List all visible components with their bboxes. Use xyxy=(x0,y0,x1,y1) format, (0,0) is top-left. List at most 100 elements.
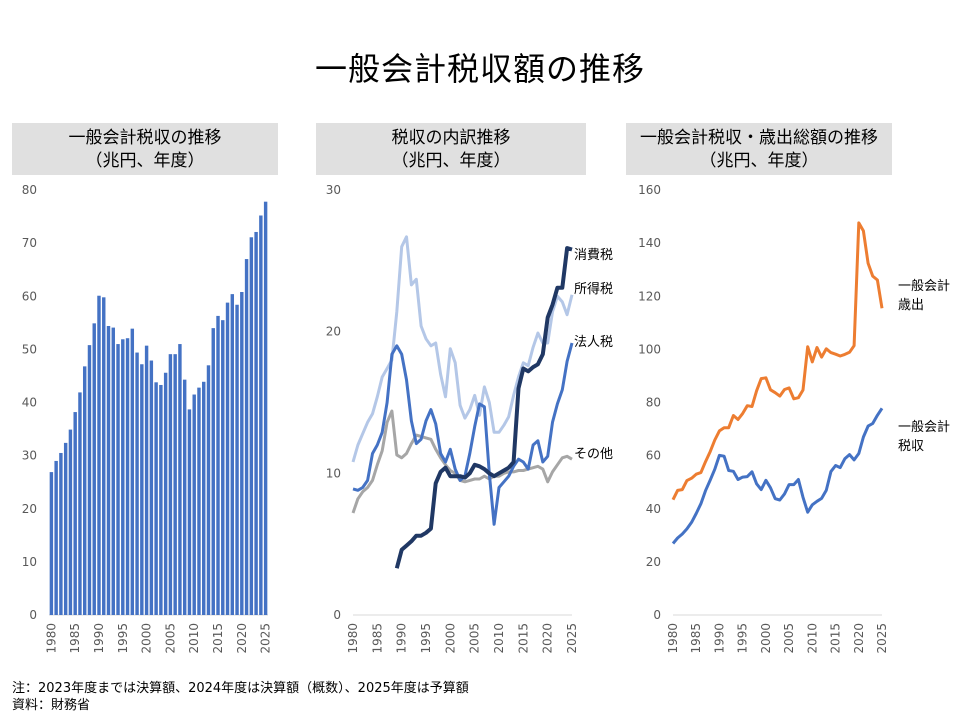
bar-1989 xyxy=(92,323,96,615)
panel-2-title-line1: 税収の内訳推移 xyxy=(391,128,511,148)
footnote-note: 注：2023年度までは決算額、2024年度は決算額（概数）、2025年度は予算額 xyxy=(12,681,469,696)
bar-2003 xyxy=(159,384,163,615)
bar-2024 xyxy=(259,215,263,615)
y-tick-label: 160 xyxy=(638,183,661,197)
x-tick-label: 2025 xyxy=(875,623,889,654)
series-line-revenue xyxy=(671,407,884,545)
y-tick-label: 20 xyxy=(22,502,37,516)
series-label-4: その他 xyxy=(574,447,613,462)
bar-2025 xyxy=(263,201,268,615)
bar-1992 xyxy=(106,326,111,615)
x-tick-label: 1990 xyxy=(395,623,409,654)
y-tick-label: 0 xyxy=(29,608,37,622)
x-tick-label: 2015 xyxy=(211,623,225,654)
y-tick-label: 30 xyxy=(22,449,37,463)
bar-2002 xyxy=(154,382,158,615)
y-tick-label: 60 xyxy=(646,449,661,463)
y-tick-label: 10 xyxy=(326,466,341,480)
bar-1982 xyxy=(59,452,63,615)
bar-2020 xyxy=(240,292,244,615)
bar-1991 xyxy=(102,297,106,615)
bar-1993 xyxy=(111,327,115,615)
bar-1995 xyxy=(121,339,125,615)
bar-2000 xyxy=(144,345,149,615)
bar-1987 xyxy=(82,366,87,615)
revenue-label-line2: 税収 xyxy=(898,439,924,454)
x-tick-label: 2005 xyxy=(782,623,796,654)
bar-2022 xyxy=(249,237,254,615)
bar-1985 xyxy=(73,412,77,615)
panel-2-title-line2: （兆円、年度） xyxy=(391,151,511,171)
bar-1996 xyxy=(125,338,130,615)
panel-2-title: 税収の内訳推移 （兆円、年度） xyxy=(316,123,586,175)
bar-2019 xyxy=(235,304,239,615)
bar-2008 xyxy=(182,379,187,615)
bar-1983 xyxy=(63,442,68,615)
panel-3-title: 一般会計税収・歳出総額の推移 （兆円、年度） xyxy=(626,123,892,175)
x-tick-label: 2000 xyxy=(443,623,457,654)
x-tick-label: 2010 xyxy=(492,623,506,654)
y-tick-label: 80 xyxy=(646,396,661,410)
x-tick-label: 2020 xyxy=(235,623,249,654)
x-tick-label: 1985 xyxy=(689,623,703,654)
bar-2015 xyxy=(216,315,220,615)
x-tick-label: 2010 xyxy=(187,623,201,654)
x-tick-label: 2025 xyxy=(259,623,273,654)
bar-1980 xyxy=(49,472,54,615)
y-tick-label: 60 xyxy=(22,289,37,303)
panel-1-title: 一般会計税収の推移 （兆円、年度） xyxy=(12,123,278,175)
bar-2011 xyxy=(197,387,201,615)
bar-2005 xyxy=(168,354,173,615)
x-tick-label: 1995 xyxy=(736,623,750,654)
series-label-3: 法人税 xyxy=(574,335,613,350)
expenditure-label-line1: 一般会計 xyxy=(898,278,950,294)
bar-2007 xyxy=(178,344,182,615)
bar-1988 xyxy=(87,345,92,615)
expenditure-label-line2: 歳出 xyxy=(898,298,924,313)
y-tick-label: 0 xyxy=(653,608,661,622)
x-tick-label: 1980 xyxy=(44,623,58,654)
bar-2023 xyxy=(254,231,258,615)
series-line-4 xyxy=(351,409,573,514)
x-tick-label: 2010 xyxy=(805,623,819,654)
bar-2001 xyxy=(149,360,154,615)
bar-1986 xyxy=(78,392,82,615)
bar-1984 xyxy=(68,429,73,615)
y-tick-label: 40 xyxy=(22,396,37,410)
series-label-2: 所得税 xyxy=(574,281,613,297)
y-tick-label: 30 xyxy=(326,183,341,197)
x-tick-label: 2005 xyxy=(468,623,482,654)
bar-1981 xyxy=(54,460,58,615)
footnote-source: 資料：財務省 xyxy=(12,698,91,713)
x-tick-label: 1990 xyxy=(712,623,726,654)
panel-1-title-line2: （兆円、年度） xyxy=(85,151,205,171)
x-tick-label: 2000 xyxy=(759,623,773,654)
x-tick-label: 1985 xyxy=(370,623,384,654)
x-tick-label: 2015 xyxy=(829,623,843,654)
page-title: 一般会計税収額の推移 xyxy=(314,50,645,88)
bar-2021 xyxy=(244,259,249,615)
y-tick-label: 100 xyxy=(638,342,661,356)
bar-2017 xyxy=(225,302,230,615)
series-line-1 xyxy=(394,246,573,569)
y-tick-label: 70 xyxy=(22,236,37,250)
revenue-label-line1: 一般会計 xyxy=(898,419,950,435)
panel-1-title-line1: 一般会計税収の推移 xyxy=(68,128,222,148)
bar-2014 xyxy=(211,328,215,615)
y-tick-label: 10 xyxy=(22,555,37,569)
x-tick-label: 1980 xyxy=(666,623,680,654)
x-tick-label: 1995 xyxy=(116,623,130,654)
x-tick-label: 2020 xyxy=(541,623,555,654)
bar-2012 xyxy=(202,381,206,615)
y-tick-label: 80 xyxy=(22,183,37,197)
bar-1994 xyxy=(116,344,120,615)
x-tick-label: 1980 xyxy=(346,623,360,654)
x-tick-label: 1985 xyxy=(68,623,82,654)
y-tick-label: 40 xyxy=(646,502,661,516)
y-tick-label: 120 xyxy=(638,289,661,303)
bar-2013 xyxy=(206,365,211,615)
bar-1997 xyxy=(130,328,135,615)
panel-3-title-line1: 一般会計税収・歳出総額の推移 xyxy=(640,128,878,148)
bar-2016 xyxy=(221,320,225,615)
bar-2018 xyxy=(230,294,235,615)
